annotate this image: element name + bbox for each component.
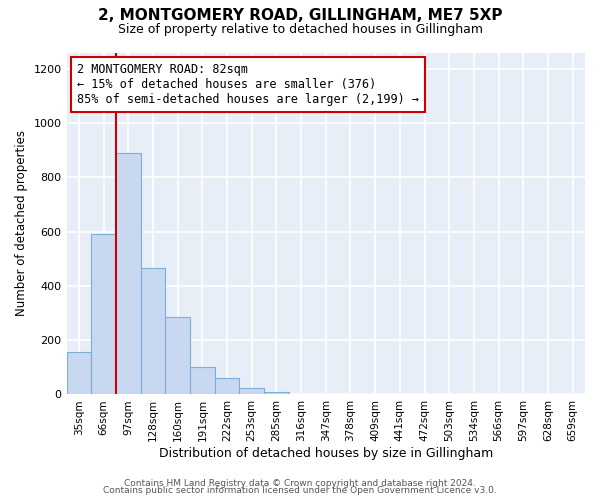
X-axis label: Distribution of detached houses by size in Gillingham: Distribution of detached houses by size … — [158, 447, 493, 460]
Y-axis label: Number of detached properties: Number of detached properties — [15, 130, 28, 316]
Bar — [116, 153, 140, 394]
Bar — [67, 352, 91, 395]
Text: Contains HM Land Registry data © Crown copyright and database right 2024.: Contains HM Land Registry data © Crown c… — [124, 478, 476, 488]
Bar — [239, 388, 264, 394]
Text: Size of property relative to detached houses in Gillingham: Size of property relative to detached ho… — [118, 22, 482, 36]
Bar — [140, 268, 165, 394]
Text: 2, MONTGOMERY ROAD, GILLINGHAM, ME7 5XP: 2, MONTGOMERY ROAD, GILLINGHAM, ME7 5XP — [98, 8, 502, 22]
Bar — [264, 392, 289, 394]
Bar — [215, 378, 239, 394]
Text: 2 MONTGOMERY ROAD: 82sqm
← 15% of detached houses are smaller (376)
85% of semi-: 2 MONTGOMERY ROAD: 82sqm ← 15% of detach… — [77, 63, 419, 106]
Bar — [165, 317, 190, 394]
Bar — [91, 234, 116, 394]
Bar — [190, 368, 215, 394]
Text: Contains public sector information licensed under the Open Government Licence v3: Contains public sector information licen… — [103, 486, 497, 495]
